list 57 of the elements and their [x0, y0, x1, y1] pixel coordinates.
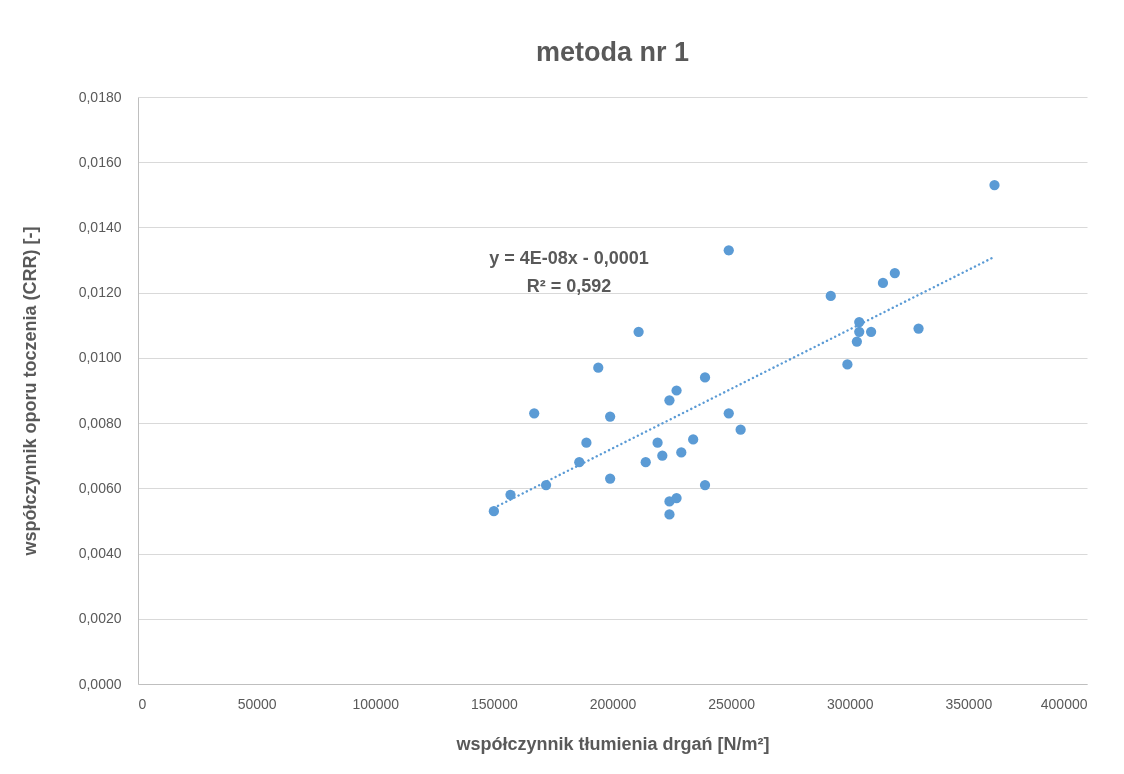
chart-title: metoda nr 1: [535, 37, 690, 67]
y-tick-label: 0,0060: [78, 479, 122, 496]
point: [657, 450, 668, 461]
point: [723, 408, 734, 419]
point: [825, 290, 836, 302]
point: [671, 385, 682, 396]
point: [865, 326, 877, 337]
point: [854, 326, 865, 337]
y-tick-label: 0,0080: [78, 414, 122, 431]
x-axis-title: współczynnik tłumienia drgań [N/m²]: [455, 733, 770, 754]
y-tick-label: 0,0000: [78, 675, 122, 692]
point: [851, 336, 862, 347]
point: [676, 447, 687, 458]
y-tick-label: 0,0160: [78, 153, 122, 170]
point: [581, 437, 592, 448]
x-tick-label: 50000: [237, 695, 277, 712]
point: [877, 277, 889, 288]
annotation: y = 4E-08x - 0,0001: [489, 248, 649, 268]
y-axis-title: współczynnik oporu toczenia (CRR) [-]: [19, 226, 40, 557]
point: [842, 359, 853, 370]
point: [664, 395, 675, 406]
x-tick-label: 150000: [471, 695, 518, 712]
x-tick-label: 350000: [945, 695, 993, 712]
point: [989, 179, 1000, 191]
point: [664, 509, 675, 520]
x-tick-label: 200000: [589, 695, 637, 712]
point: [889, 267, 900, 279]
x-tick-label: 250000: [708, 695, 756, 712]
y-tick-label: 0,0120: [78, 284, 122, 301]
point: [605, 473, 616, 484]
point: [671, 493, 682, 504]
x-tick-label: 0: [138, 695, 147, 712]
point: [593, 362, 604, 373]
y-tick-label: 0,0180: [78, 88, 122, 105]
point: [574, 457, 585, 468]
point: [505, 489, 516, 500]
point: [652, 437, 663, 448]
point: [723, 245, 734, 256]
point: [735, 424, 746, 435]
y-tick-label: 0,0100: [78, 349, 122, 366]
point: [913, 323, 924, 334]
point: [605, 411, 616, 422]
point: [633, 326, 644, 337]
point: [488, 506, 499, 517]
x-tick-label: 100000: [352, 695, 400, 712]
y-tick-label: 0,0140: [78, 218, 122, 235]
y-tick-label: 0,0040: [78, 545, 122, 562]
point: [640, 457, 651, 468]
y-tick-label: 0,0020: [78, 610, 122, 627]
point: [699, 372, 711, 383]
x-tick-label: 300000: [826, 695, 874, 712]
x-tick-label: 400000: [1040, 695, 1088, 712]
annotation: R² = 0,592: [526, 276, 612, 296]
point: [699, 479, 711, 491]
point: [529, 408, 540, 419]
point: [688, 434, 699, 445]
point: [854, 316, 865, 328]
